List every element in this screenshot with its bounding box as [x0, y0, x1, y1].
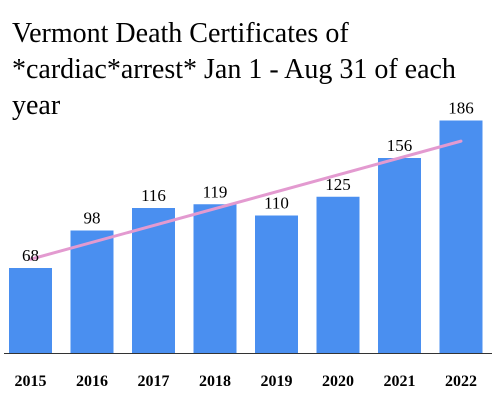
bar-2021: [378, 158, 421, 353]
data-label-2018: 119: [203, 182, 228, 201]
bar-2022: [439, 120, 483, 353]
x-tick-label-2022: 2022: [445, 373, 477, 390]
bar-2017: [132, 208, 175, 353]
x-tick-label-2019: 2019: [261, 373, 293, 390]
trendline-layer: [29, 139, 463, 261]
data-label-2016: 98: [84, 209, 101, 228]
bar-2020: [316, 196, 360, 353]
data-label-2019: 110: [264, 194, 289, 213]
bar-2015: [9, 268, 52, 353]
data-label-2022: 186: [448, 99, 474, 118]
chart-title: Vermont Death Certificates of *cardiac*a…: [12, 18, 456, 121]
data-label-2017: 116: [141, 186, 166, 205]
x-tick-label-2017: 2017: [138, 373, 170, 390]
x-tick-label-2018: 2018: [199, 373, 231, 390]
bar-2018: [193, 204, 237, 353]
data-label-2015: 68: [22, 246, 39, 265]
bar-2019: [255, 215, 298, 353]
bar-2016: [70, 230, 114, 353]
x-tick-label-2016: 2016: [76, 373, 108, 390]
x-tick-label-2021: 2021: [384, 373, 416, 390]
x-tick-label-2020: 2020: [322, 373, 354, 390]
trendline: [29, 139, 463, 261]
x-tick-label-2015: 2015: [15, 373, 47, 390]
labels-layer: 68 2015 98 2016 116 2017 119 2018 110 2019 125 2020…: [15, 99, 478, 391]
bars-layer: [9, 120, 483, 353]
data-label-2021: 156: [387, 136, 413, 155]
data-label-2020: 125: [325, 175, 351, 194]
